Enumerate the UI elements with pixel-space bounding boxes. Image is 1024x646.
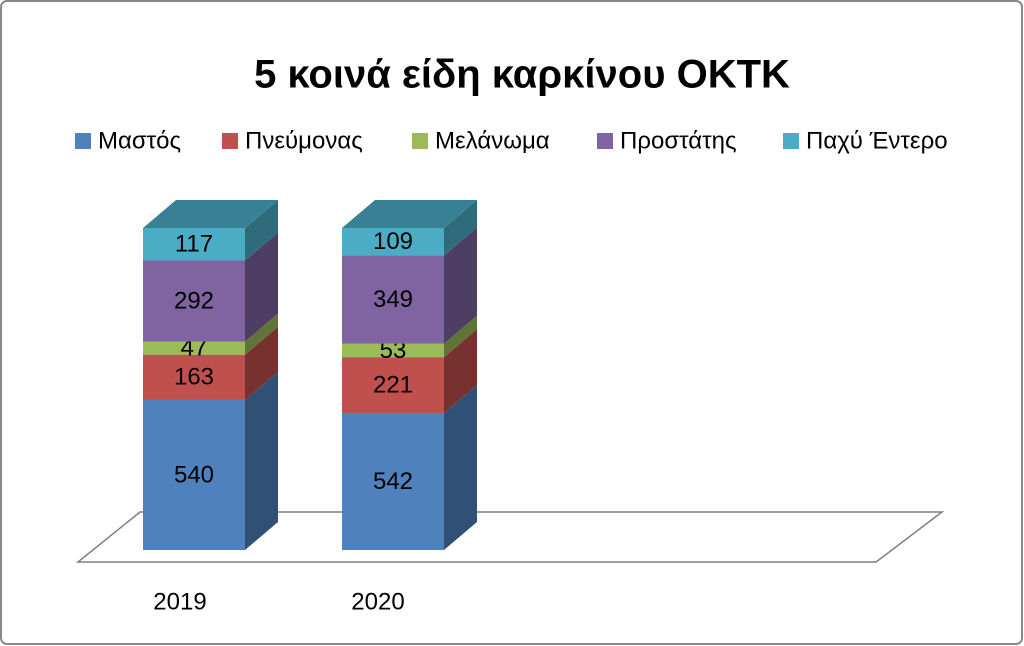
- legend-swatch: [75, 133, 91, 149]
- bar-front: [342, 255, 444, 344]
- bar-side: [245, 371, 278, 550]
- chart-title: 5 κοινά είδη καρκίνου ΟΚΤΚ: [254, 53, 790, 97]
- data-label: 292: [174, 287, 214, 314]
- bar-front: [342, 343, 444, 358]
- legend-label: Παχύ Έντερο: [806, 127, 948, 154]
- bar-front: [143, 354, 245, 400]
- data-label: 117: [175, 231, 213, 258]
- bar-front: [143, 228, 245, 261]
- bar-top: [342, 200, 477, 228]
- legend-swatch: [222, 133, 238, 149]
- bar-side: [444, 385, 477, 550]
- legend-swatch: [597, 133, 613, 149]
- bar-side: [245, 200, 278, 261]
- x-tick-label: 2020: [351, 588, 404, 615]
- bar-side: [245, 326, 278, 400]
- data-label: 349: [373, 286, 413, 313]
- bar-side: [245, 232, 278, 342]
- floor: [75, 511, 945, 563]
- bar-front: [342, 357, 444, 414]
- legend-swatch: [783, 133, 799, 149]
- legend-label: Μελάνωμα: [435, 127, 550, 154]
- x-tick-label: 2019: [153, 588, 206, 615]
- legend-label: Προστάτης: [620, 127, 737, 154]
- data-label: 163: [174, 364, 214, 391]
- data-label: 221: [373, 371, 413, 398]
- legend-swatch: [412, 133, 428, 149]
- bar-top: [143, 200, 278, 228]
- bar-side: [245, 313, 278, 355]
- bar-front: [143, 399, 245, 550]
- legend-label: Πνεύμονας: [245, 127, 363, 154]
- bar-front: [143, 341, 245, 355]
- data-label: 542: [373, 468, 413, 495]
- bar-side: [444, 329, 477, 414]
- bar-front: [342, 228, 444, 256]
- bar-side: [444, 227, 477, 344]
- legend-label: Μαστός: [98, 127, 181, 154]
- data-label: 109: [373, 228, 413, 255]
- bar-front: [342, 413, 444, 550]
- bar-front: [143, 260, 245, 342]
- bar-side: [444, 315, 477, 358]
- data-label: 540: [174, 461, 214, 488]
- bar-side: [444, 200, 477, 256]
